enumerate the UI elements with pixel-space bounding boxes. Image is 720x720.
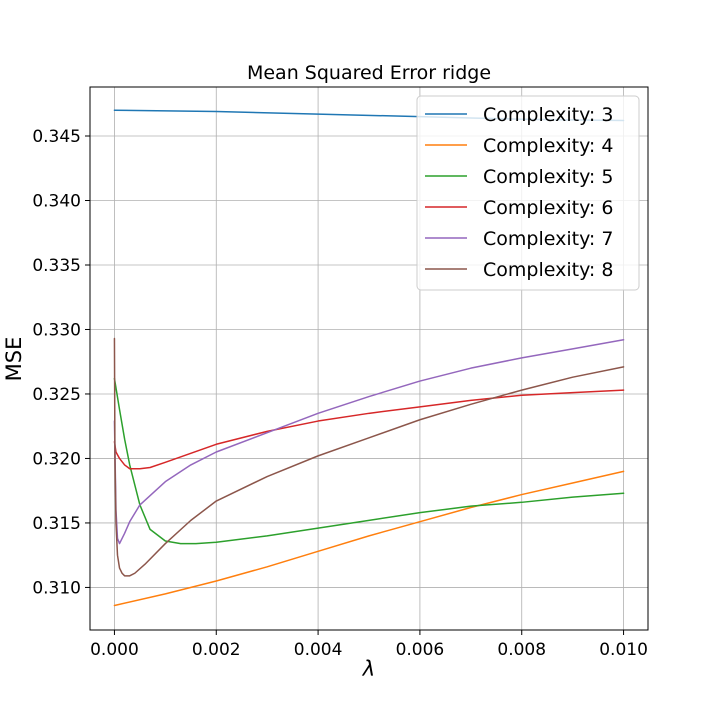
legend-entry: Complexity: 4: [425, 135, 613, 157]
axes-frame: [89, 86, 649, 631]
legend-label: Complexity: 3: [483, 104, 613, 126]
x-tick-label: 0.002: [192, 640, 241, 660]
y-tick-label: 0.325: [32, 385, 81, 405]
y-tick-label: 0.315: [32, 514, 81, 534]
y-tick-label: 0.335: [32, 256, 81, 276]
y-tick-label: 0.320: [32, 449, 81, 469]
x-tick-label: 0.006: [396, 640, 445, 660]
legend-entry: Complexity: 8: [425, 259, 613, 281]
legend-entry: Complexity: 6: [425, 197, 613, 219]
legend-box: [416, 95, 640, 291]
legend-entry: Complexity: 3: [425, 104, 613, 126]
x-tick-label: 0.008: [497, 640, 546, 660]
y-tick-label: 0.345: [32, 127, 81, 147]
legend-label: Complexity: 5: [483, 166, 613, 188]
legend-label: Complexity: 4: [483, 135, 613, 157]
x-tick-label: 0.000: [90, 640, 139, 660]
chart-title: Mean Squared Error ridge: [247, 62, 491, 84]
legend: Complexity: 3 Complexity: 4 Complexity: 5 C…: [416, 95, 640, 291]
series-line-6: [113, 337, 625, 577]
series-line-3: [113, 377, 625, 545]
x-tick-label: 0.004: [294, 640, 343, 660]
series-line-2: [113, 470, 625, 607]
y-tick-label: 0.330: [32, 320, 81, 340]
legend-entry: Complexity: 7: [425, 228, 613, 250]
legend-label: Complexity: 7: [483, 228, 613, 250]
legend-label: Complexity: 6: [483, 197, 613, 219]
y-tick-label: 0.310: [32, 578, 81, 598]
axis-ticks: 0.000 0.002 0.004 0.006 0.008 0.010 0.310 0.315…: [32, 127, 648, 660]
series-line-5: [113, 339, 625, 545]
x-axis-label: λ: [362, 657, 375, 681]
y-axis-label: MSE: [2, 337, 26, 382]
x-tick-label: 0.010: [599, 640, 648, 660]
y-tick-label: 0.340: [32, 192, 81, 212]
legend-label: Complexity: 8: [483, 259, 613, 281]
legend-entry: Complexity: 5: [425, 166, 613, 188]
series-line-4: [113, 389, 625, 470]
